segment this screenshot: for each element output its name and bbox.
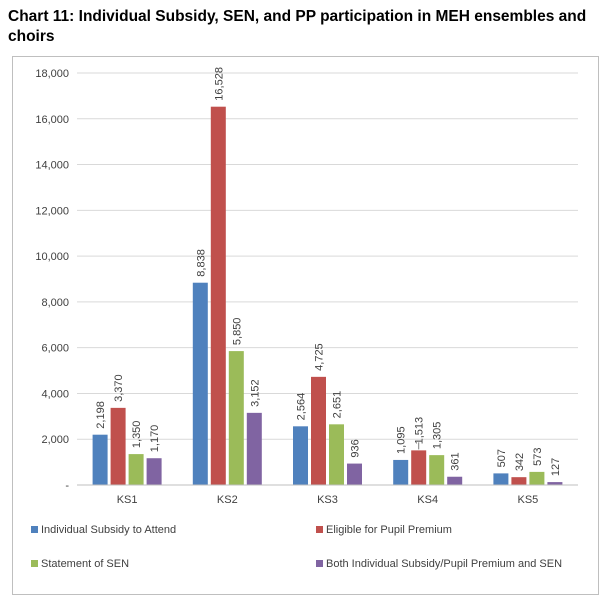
bar: [293, 426, 308, 485]
chart-frame: - 2,000 4,000 6,000 8,000 10,000 12,000 14,000 1…: [12, 56, 599, 595]
y-tick-label: 6,000: [41, 343, 69, 355]
bar: [411, 450, 427, 485]
gridlines: [77, 72, 578, 440]
bar-chart: - 2,000 4,000 6,000 8,000 10,000 12,000 14,000 1…: [31, 67, 578, 570]
data-label: 1,095: [396, 426, 408, 454]
data-label: 4,725: [314, 343, 326, 371]
y-tick-label: 18,000: [35, 68, 69, 80]
data-label: 361: [450, 452, 462, 470]
bar: [311, 376, 326, 485]
data-label: 2,564: [296, 393, 308, 421]
x-category-label: KS1: [117, 494, 138, 506]
y-tick-label: 14,000: [35, 160, 69, 172]
legend-swatch: [31, 526, 38, 533]
data-label: 3,152: [249, 379, 261, 407]
data-label: 1,170: [149, 425, 161, 453]
y-tick-label: 2,000: [41, 434, 69, 446]
bar: [547, 482, 563, 485]
legend-label: Eligible for Pupil Premium: [326, 524, 452, 536]
legend-label: Statement of SEN: [41, 558, 129, 570]
y-axis-ticks: - 2,000 4,000 6,000 8,000 10,000 12,000 14,000 1…: [35, 68, 69, 492]
data-label: 2,651: [332, 391, 344, 419]
data-label: 5,850: [231, 318, 243, 346]
data-label: 127: [550, 458, 562, 476]
data-label: 1,350: [131, 421, 143, 449]
bar: [493, 473, 509, 485]
bar: [192, 282, 208, 485]
data-labels: 2,198 3,370 1,350 1,170 8,838 16,528 5,850 3,15…: [95, 67, 562, 476]
chart-title: Chart 11: Individual Subsidy, SEN, and P…: [8, 8, 587, 45]
bar: [347, 463, 362, 485]
y-tick-label: -: [65, 480, 69, 492]
data-label: 8,838: [195, 249, 207, 277]
data-label: 2,198: [95, 401, 107, 429]
data-label: 1,305: [432, 422, 444, 450]
x-category-label: KS2: [217, 494, 238, 506]
x-category-label: KS3: [317, 494, 338, 506]
bar: [92, 434, 108, 485]
legend-label: Individual Subsidy to Attend: [41, 524, 176, 536]
x-category-label: KS4: [417, 494, 438, 506]
legend-swatch: [316, 526, 323, 533]
legend-swatch: [31, 560, 38, 567]
bar: [329, 424, 344, 485]
bar: [146, 458, 162, 485]
x-category-label: KS5: [518, 494, 539, 506]
bar: [128, 454, 144, 485]
bar: [110, 407, 126, 485]
y-tick-label: 16,000: [35, 114, 69, 126]
y-tick-label: 12,000: [35, 205, 69, 217]
legend: Individual Subsidy to Attend Eligible for…: [31, 524, 562, 570]
y-tick-label: 10,000: [35, 251, 69, 263]
bar: [228, 351, 244, 485]
y-tick-label: 4,000: [41, 388, 69, 400]
bar: [529, 471, 545, 485]
y-tick-label: 8,000: [41, 297, 69, 309]
bar: [447, 476, 463, 485]
data-label: 1,513: [414, 417, 426, 445]
data-label: 573: [532, 448, 544, 466]
data-label: 16,528: [213, 67, 225, 101]
legend-swatch: [316, 560, 323, 567]
bar: [393, 459, 409, 485]
bar: [246, 412, 262, 485]
bar: [511, 477, 527, 485]
x-axis: KS1 KS2 KS3 KS4 KS5: [77, 484, 578, 506]
legend-label: Both Individual Subsidy/Pupil Premium an…: [326, 558, 562, 570]
data-label: 507: [496, 449, 508, 467]
data-label: 3,370: [113, 374, 125, 402]
bar: [210, 106, 226, 485]
data-label: 936: [350, 439, 362, 457]
data-label: 342: [514, 453, 526, 471]
bar: [429, 455, 445, 485]
bars: [92, 106, 563, 485]
